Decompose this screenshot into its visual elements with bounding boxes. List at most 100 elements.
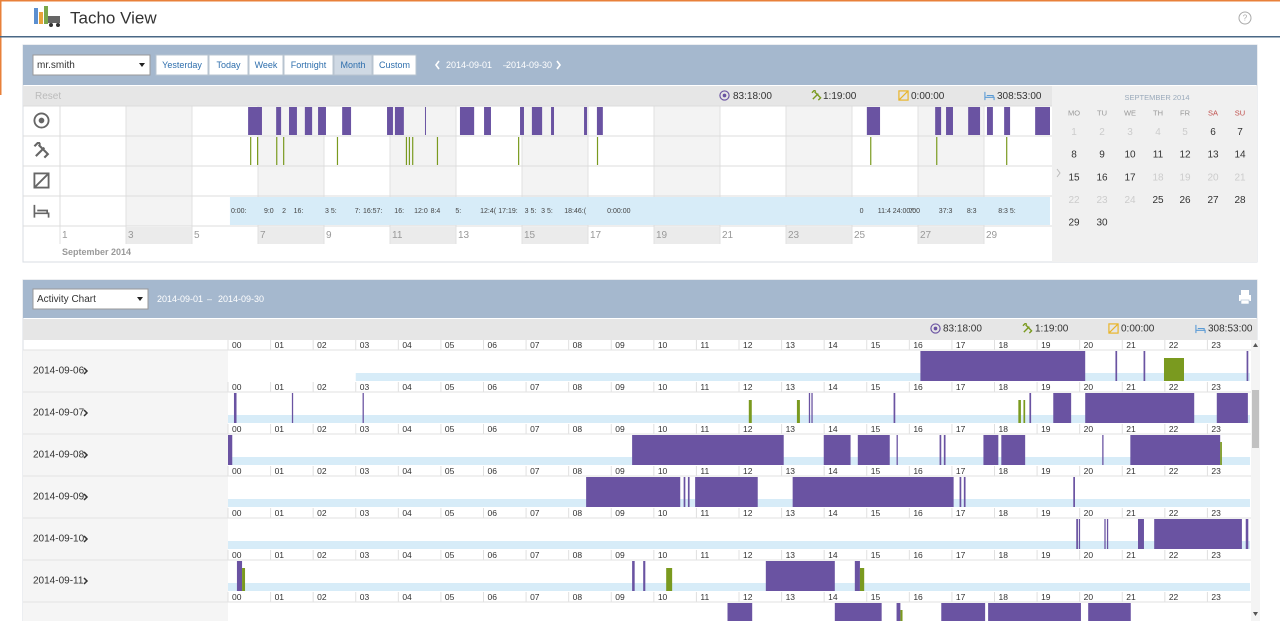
drive-bar xyxy=(988,603,1081,621)
work-bar xyxy=(1220,442,1222,465)
period-button[interactable]: Month xyxy=(333,54,373,76)
hour-label: 04 xyxy=(402,592,412,602)
drive-bar xyxy=(1154,519,1242,549)
calendar-day: 30 xyxy=(1096,218,1108,229)
period-button[interactable]: Fortnight xyxy=(283,54,334,76)
day-chevron xyxy=(83,451,89,459)
drive-bar xyxy=(683,477,686,507)
drive-bar xyxy=(1001,435,1026,465)
button-face xyxy=(372,54,417,76)
weekday: SA xyxy=(1208,108,1218,117)
hour-label: 16 xyxy=(913,466,923,476)
drive-bar xyxy=(1106,519,1109,549)
calendar-prev[interactable] xyxy=(1056,168,1061,178)
calendar-day: 21 xyxy=(1234,172,1246,183)
driver-select[interactable]: mr.smith xyxy=(32,54,151,76)
day-link[interactable]: 2014-09-09 xyxy=(33,492,89,503)
hour-label: 19 xyxy=(1041,508,1051,518)
work-bar xyxy=(900,610,903,621)
work-bar xyxy=(1023,400,1026,423)
hour-label: 14 xyxy=(828,466,838,476)
hour-label: 07 xyxy=(530,382,540,392)
calendar-day: 5 xyxy=(1182,127,1188,138)
day-label-cell xyxy=(23,392,228,434)
next-range[interactable] xyxy=(556,60,561,70)
x-tick-label: 29 xyxy=(986,230,998,241)
hour-label: 11 xyxy=(700,382,709,392)
day-link[interactable]: 2014-09-10 xyxy=(33,534,89,545)
rest-label: 5: xyxy=(455,208,461,215)
hour-label: 17 xyxy=(956,592,966,602)
drive-bar xyxy=(228,435,233,465)
work-bar xyxy=(859,568,865,591)
hour-label: 20 xyxy=(1084,382,1094,392)
drive-bar xyxy=(765,561,835,591)
period-button[interactable]: Today xyxy=(208,54,249,76)
x-tick-label: 21 xyxy=(722,230,734,241)
drive-bar xyxy=(808,393,811,423)
hour-label: 05 xyxy=(445,340,455,350)
hour-label: 09 xyxy=(615,466,625,476)
hour-label: 17 xyxy=(956,550,966,560)
period-button[interactable]: Custom xyxy=(372,54,417,76)
work-bar xyxy=(250,137,252,165)
scrollbar[interactable] xyxy=(1251,340,1260,621)
activity-range-sep: – xyxy=(207,294,212,304)
hour-label: 20 xyxy=(1084,508,1094,518)
calendar-day: 25 xyxy=(1152,195,1164,206)
day-chevron xyxy=(83,535,89,543)
day-link[interactable]: 2014-09-06 xyxy=(33,366,89,377)
calendar-day: 4 xyxy=(1155,127,1161,138)
drive-bar xyxy=(394,107,404,135)
day-link[interactable]: 2014-09-11 xyxy=(33,576,89,587)
hour-label: 12 xyxy=(743,340,753,350)
drive-bar xyxy=(792,477,954,507)
hour-label: 20 xyxy=(1084,592,1094,602)
help-button[interactable]: ? xyxy=(1238,11,1252,25)
drive-bar xyxy=(236,561,243,591)
day-link[interactable]: 2014-09-07 xyxy=(33,408,89,419)
calendar-day: 16 xyxy=(1096,172,1108,183)
total-available: 0:00:00 xyxy=(1121,324,1155,335)
hour-label: 08 xyxy=(573,382,583,392)
hour-label: 14 xyxy=(828,424,838,434)
range-sep: – xyxy=(503,60,508,70)
drive-bar xyxy=(986,107,993,135)
hour-label: 14 xyxy=(828,508,838,518)
period-button[interactable]: Yesterday xyxy=(155,54,209,76)
day-link[interactable]: 2014-09-08 xyxy=(33,450,89,461)
prev-range[interactable] xyxy=(435,60,440,70)
hour-label: 19 xyxy=(1041,340,1051,350)
reset-button[interactable]: Reset xyxy=(35,91,61,102)
work-bar xyxy=(257,137,259,165)
hour-label: 22 xyxy=(1169,508,1179,518)
calendar-day: 7 xyxy=(1237,127,1243,138)
calendar-day: 17 xyxy=(1124,172,1136,183)
view-select[interactable]: Activity Chart xyxy=(32,288,149,310)
hour-label: 13 xyxy=(786,592,796,602)
hour-label: 04 xyxy=(402,424,412,434)
calendar-title: SEPTEMBER 2014 xyxy=(1124,93,1189,102)
hour-label: 03 xyxy=(360,340,370,350)
drive-bar xyxy=(304,107,313,135)
hour-label: 17 xyxy=(956,424,966,434)
rest-label: 8:3 xyxy=(967,208,977,215)
hour-label: 15 xyxy=(871,508,881,518)
hour-label: 00 xyxy=(232,340,242,350)
label-shade xyxy=(654,227,720,244)
drive-bar xyxy=(342,107,352,135)
drive-bar xyxy=(289,107,297,135)
hour-label: 11 xyxy=(700,466,709,476)
hour-label: 13 xyxy=(786,382,796,392)
drive-bar xyxy=(941,603,986,621)
work-bar xyxy=(276,137,278,165)
hour-label: 03 xyxy=(360,382,370,392)
hour-label: 21 xyxy=(1126,466,1136,476)
print-button[interactable] xyxy=(1239,290,1251,305)
rest-label: 12:4( xyxy=(480,208,497,215)
drive-bar xyxy=(920,351,1086,381)
drive-bar xyxy=(893,393,896,423)
period-button[interactable]: Week xyxy=(248,54,284,76)
hour-label: 11 xyxy=(700,424,709,434)
